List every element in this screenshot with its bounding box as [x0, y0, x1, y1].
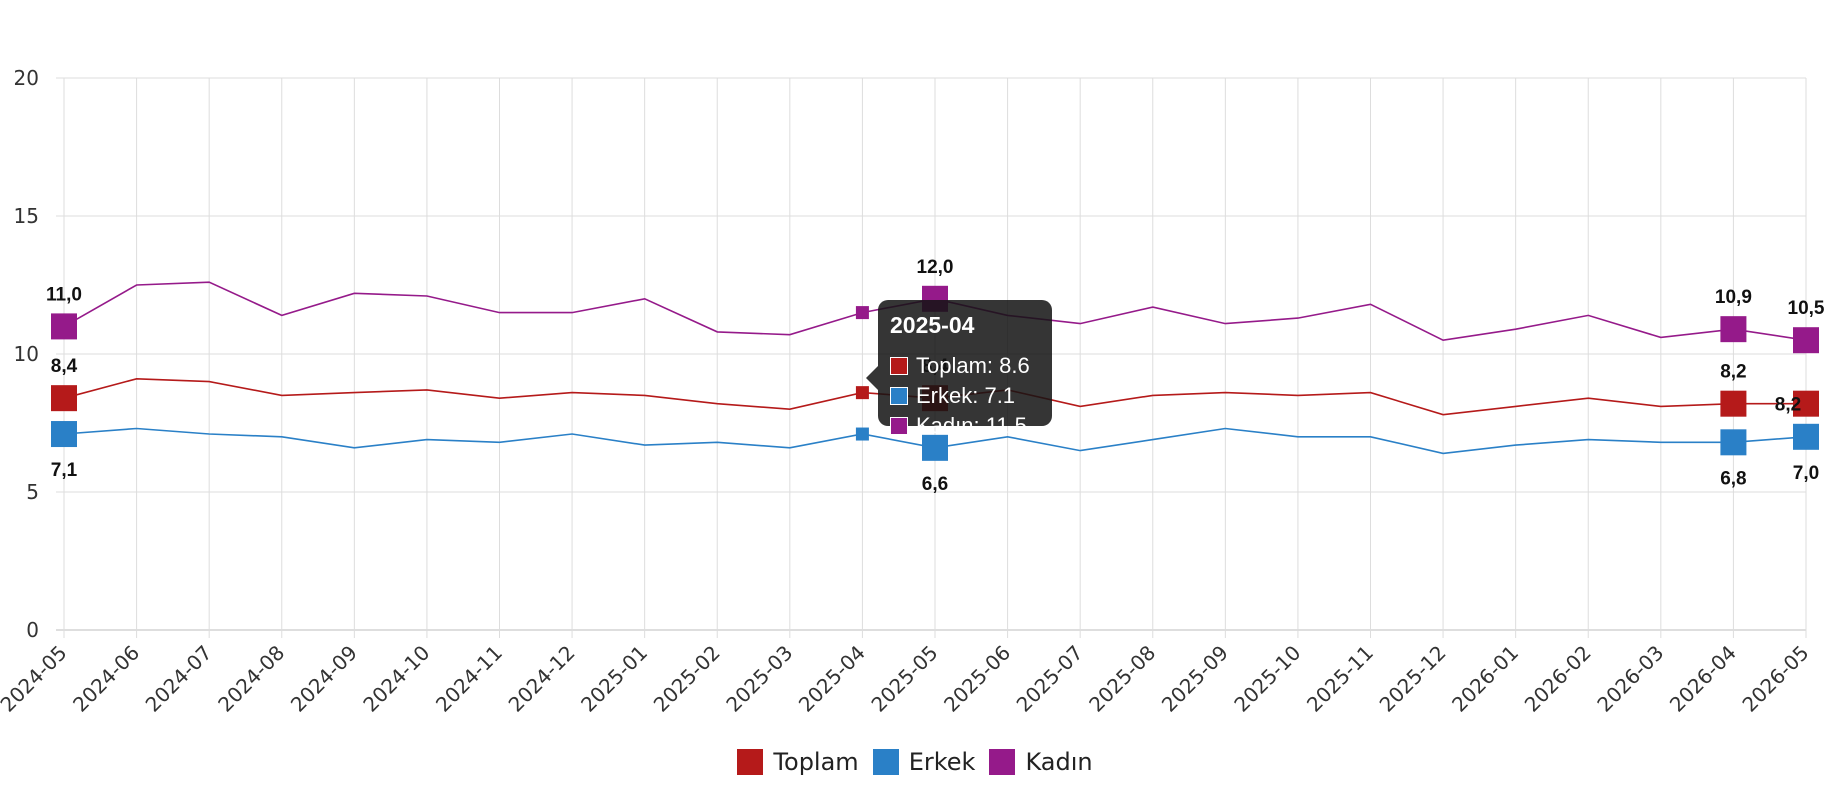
data-point-erkek — [1720, 429, 1747, 456]
x-tick-label: 2025-06 — [939, 641, 1015, 717]
data-point-kadın — [1720, 316, 1747, 343]
data-point-erkek — [1793, 423, 1819, 450]
tooltip-row-erkek: Erkek: 7.1 — [890, 381, 1040, 411]
x-tick-label: 2026-02 — [1520, 641, 1596, 717]
y-tick-label: 20 — [14, 66, 39, 90]
data-label-kadın: 11,0 — [46, 284, 82, 305]
y-tick-label: 5 — [26, 480, 39, 504]
tooltip-row-kadin: Kadın: 11.5 — [890, 411, 1040, 441]
data-label-erkek: 7,1 — [51, 460, 78, 481]
legend-label-kadin: Kadın — [1025, 748, 1093, 776]
x-tick-label: 2024-09 — [286, 641, 362, 717]
tooltip-row-toplam: Toplam: 8.6 — [890, 351, 1040, 381]
tooltip-title: 2025-04 — [890, 312, 975, 338]
y-tick-label: 10 — [14, 342, 39, 366]
tooltip-text-toplam: Toplam: 8.6 — [916, 353, 1030, 378]
data-point-erkek — [51, 421, 77, 448]
x-tick-label: 2024-05 — [0, 641, 72, 717]
x-tick-label: 2024-07 — [141, 641, 217, 717]
x-tick-label: 2025-08 — [1084, 641, 1160, 717]
x-tick-label: 2025-12 — [1375, 641, 1451, 717]
tooltip-swatch-erkek — [890, 387, 908, 405]
legend-swatch-kadin — [989, 749, 1016, 775]
data-label-kadın: 12,0 — [917, 257, 954, 278]
legend-label-toplam: Toplam — [773, 748, 859, 776]
data-point-toplam — [1720, 390, 1747, 417]
data-label-erkek: 6,6 — [922, 474, 948, 495]
x-tick-label: 2026-05 — [1737, 641, 1813, 717]
data-point-toplam — [855, 386, 869, 400]
data-point-toplam — [1793, 390, 1819, 417]
x-tick-label: 2026-03 — [1592, 641, 1668, 717]
x-tick-label: 2025-03 — [721, 641, 797, 717]
legend-swatch-toplam — [737, 749, 764, 775]
x-tick-label: 2025-09 — [1157, 641, 1233, 717]
data-label-kadın: 10,5 — [1788, 298, 1825, 319]
data-label-toplam: 8,4 — [51, 356, 78, 377]
x-tick-label: 2026-01 — [1447, 641, 1523, 717]
data-point-erkek — [922, 434, 948, 461]
x-tick-label: 2025-10 — [1229, 641, 1305, 717]
data-point-erkek — [855, 427, 869, 441]
data-label-erkek: 6,8 — [1720, 468, 1746, 489]
y-tick-label: 0 — [26, 618, 39, 642]
x-tick-label: 2024-08 — [213, 641, 289, 717]
x-tick-label: 2025-07 — [1012, 641, 1088, 717]
data-label-erkek: 7,0 — [1793, 463, 1819, 484]
x-tick-label: 2024-06 — [68, 641, 144, 717]
data-label-kadın: 10,9 — [1715, 287, 1752, 308]
x-tick-label: 2025-05 — [866, 641, 942, 717]
x-tick-label: 2025-01 — [576, 641, 652, 717]
legend-item-erkek[interactable]: Erkek — [872, 748, 976, 776]
tooltip-text-erkek: Erkek: 7.1 — [916, 383, 1016, 408]
x-tick-label: 2025-02 — [649, 641, 725, 717]
tooltip: 2025-04 Toplam: 8.6 Erkek: 7.1 Kadın: 11… — [866, 300, 1052, 438]
data-point-kadın — [51, 313, 77, 340]
data-label-toplam: 8,2 — [1720, 362, 1746, 383]
x-tick-label: 2025-11 — [1302, 641, 1378, 717]
legend-item-kadin[interactable]: Kadın — [989, 748, 1093, 776]
data-label-toplam: 8,2 — [1775, 395, 1801, 416]
legend-item-toplam[interactable]: Toplam — [737, 748, 859, 776]
tooltip-swatch-kadin — [890, 417, 908, 435]
x-tick-label: 2025-04 — [794, 641, 870, 717]
x-tick-label: 2024-11 — [431, 641, 507, 717]
data-point-kadın — [855, 306, 869, 320]
y-tick-label: 15 — [14, 204, 39, 228]
tooltip-text-kadin: Kadın: 11.5 — [916, 413, 1027, 438]
legend-label-erkek: Erkek — [908, 748, 976, 776]
tooltip-caret — [866, 366, 878, 390]
data-point-kadın — [1793, 327, 1819, 354]
legend: Toplam Erkek Kadın — [0, 748, 1830, 776]
data-point-toplam — [51, 385, 77, 412]
tooltip-swatch-toplam — [890, 357, 908, 375]
x-tick-label: 2024-10 — [358, 641, 434, 717]
x-tick-label: 2024-12 — [504, 641, 580, 717]
x-tick-label: 2026-04 — [1665, 641, 1741, 717]
legend-swatch-erkek — [872, 749, 899, 775]
